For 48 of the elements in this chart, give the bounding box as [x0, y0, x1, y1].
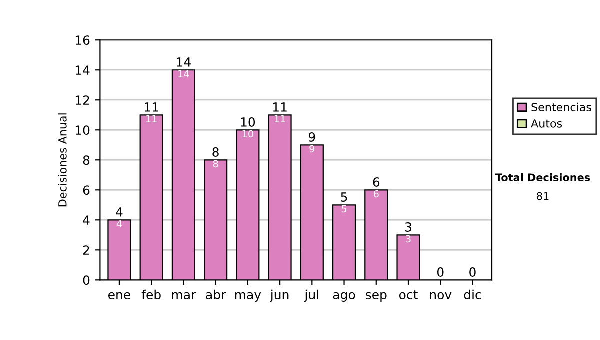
y-tick-label: 10 [76, 126, 90, 136]
total-label: 6 [373, 178, 380, 187]
data-label: 6 [374, 190, 379, 198]
total-label: 11 [273, 102, 287, 112]
total-label: 5 [341, 192, 348, 202]
data-label: 3 [406, 235, 411, 243]
total-label: 10 [241, 118, 256, 127]
data-label: 5 [342, 205, 347, 213]
x-tick-label: feb [142, 290, 161, 300]
data-label: 9 [310, 145, 315, 153]
data-label: 10 [242, 130, 254, 138]
total-label: 14 [177, 58, 191, 67]
x-tick-label: sep [366, 292, 387, 302]
y-axis-title: Decisiones Anual [58, 114, 67, 207]
total-label: 8 [212, 148, 219, 157]
data-label: 11 [274, 115, 286, 123]
y-tick-label: 14 [76, 66, 90, 75]
x-tick-label: mar [172, 292, 196, 300]
total-label: 9 [308, 132, 316, 142]
data-label: 11 [146, 115, 157, 123]
x-tick-label: jul [304, 290, 318, 302]
legend-label: Autos [531, 120, 562, 128]
total-label: 0 [437, 268, 444, 277]
y-tick-label: 2 [83, 246, 90, 255]
total-label: 0 [470, 268, 476, 277]
x-tick-label: jun [270, 290, 289, 302]
y-tick-label: 4 [83, 216, 90, 225]
y-tick-label: 12 [76, 96, 90, 105]
y-tick-label: 16 [76, 36, 90, 46]
x-tick-label: dic [464, 290, 482, 300]
data-label: 4 [116, 220, 122, 228]
x-tick-label: nov [430, 292, 452, 300]
y-tick-label: 6 [83, 186, 90, 196]
data-label: 8 [213, 160, 218, 168]
total-label: 11 [145, 102, 158, 112]
y-tick-label: 0 [83, 276, 90, 286]
x-tick-label: may [235, 292, 262, 302]
text: 81 [537, 192, 549, 200]
x-tick-label: oct [399, 290, 418, 300]
x-tick-label: ago [333, 292, 356, 302]
legend-label: Sentencias [532, 102, 592, 112]
total-label: 3 [405, 222, 412, 232]
x-tick-label: abr [206, 290, 226, 300]
total-label: 4 [116, 208, 123, 217]
y-tick-label: 8 [83, 156, 90, 166]
data-label: 14 [178, 70, 190, 78]
x-tick-label: ene [108, 292, 130, 300]
text: Total Decisiones [495, 173, 590, 182]
